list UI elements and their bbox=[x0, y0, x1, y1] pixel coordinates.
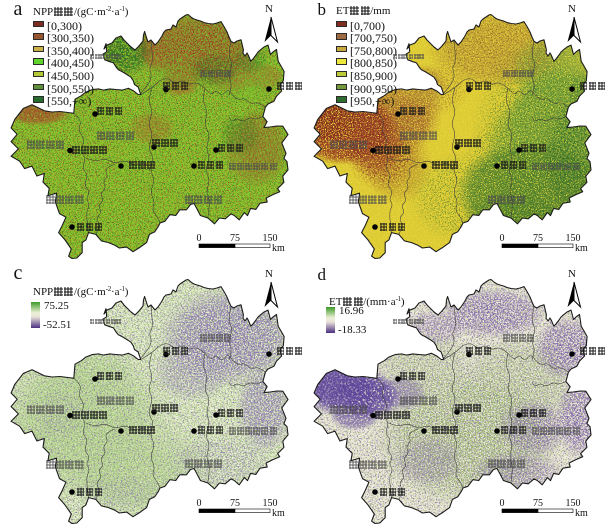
svg-text:75: 75 bbox=[533, 498, 543, 509]
svg-text:150: 150 bbox=[566, 233, 581, 244]
svg-text:km: km bbox=[272, 508, 285, 518]
svg-text:150: 150 bbox=[263, 498, 278, 509]
svg-text:km: km bbox=[272, 243, 285, 253]
svg-text:0: 0 bbox=[197, 498, 202, 509]
svg-text:km: km bbox=[575, 243, 588, 253]
svg-text:150: 150 bbox=[566, 498, 581, 509]
svg-text:75: 75 bbox=[230, 498, 240, 509]
svg-text:150: 150 bbox=[263, 233, 278, 244]
svg-text:75: 75 bbox=[230, 233, 240, 244]
svg-text:75: 75 bbox=[533, 233, 543, 244]
svg-text:0: 0 bbox=[500, 233, 505, 244]
svg-text:0: 0 bbox=[500, 498, 505, 509]
svg-text:km: km bbox=[575, 508, 588, 518]
svg-text:0: 0 bbox=[197, 233, 202, 244]
